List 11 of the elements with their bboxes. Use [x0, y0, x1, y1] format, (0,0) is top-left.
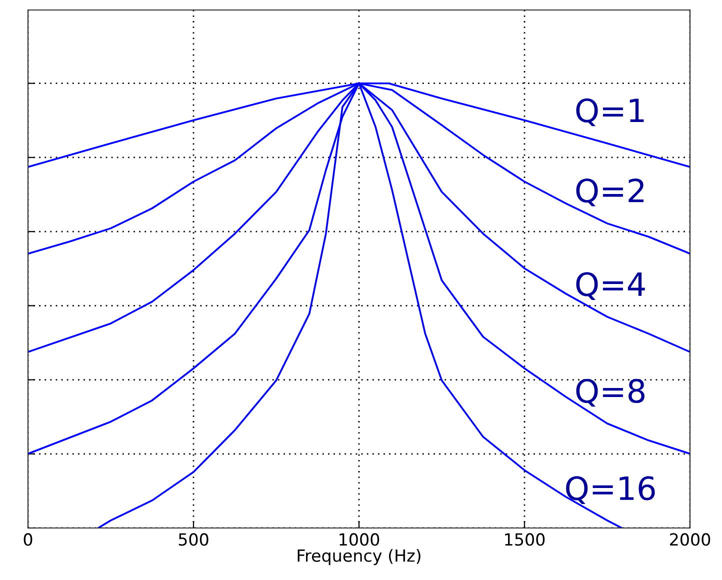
- series-label: Q=4: [576, 272, 645, 300]
- series-label: Q=1: [576, 98, 644, 126]
- x-tick-label: 1500: [505, 533, 545, 546]
- series-label: Q=8: [576, 378, 644, 407]
- series-label: Q=16: [566, 476, 655, 504]
- x-tick-label: 500: [178, 533, 208, 546]
- series-label: Q=2: [576, 178, 644, 206]
- x-tick-label: 1000: [340, 533, 380, 546]
- x-tick-label: 0: [24, 533, 32, 546]
- x-axis-title: Frequency (Hz): [298, 549, 420, 566]
- x-tick-label: 2000: [670, 533, 710, 546]
